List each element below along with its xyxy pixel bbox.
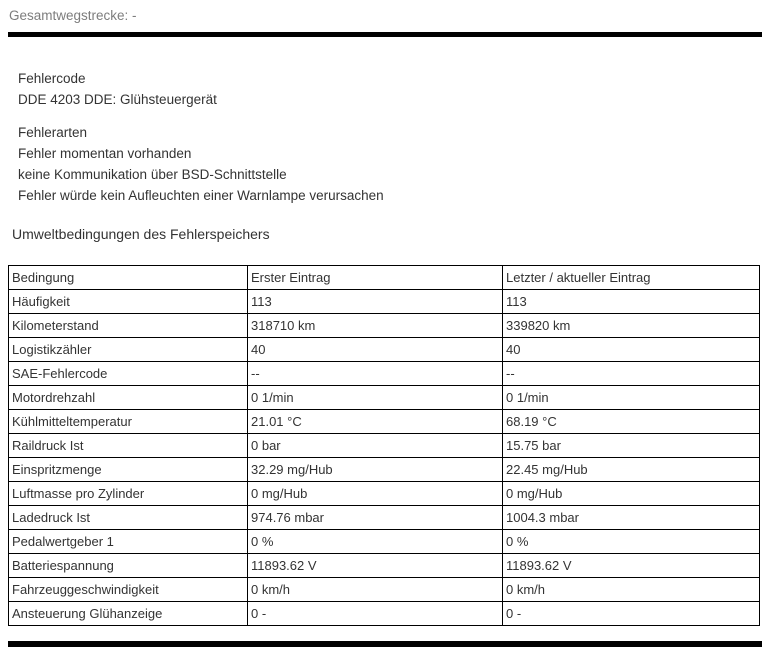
table-row: Fahrzeuggeschwindigkeit 0 km/h 0 km/h bbox=[8, 577, 760, 602]
table-row: Luftmasse pro Zylinder 0 mg/Hub 0 mg/Hub bbox=[8, 481, 760, 506]
table-header-row: Bedingung Erster Eintrag Letzter / aktue… bbox=[8, 265, 760, 290]
condition-name-cell: Kühlmitteltemperatur bbox=[8, 409, 248, 434]
table-row: Häufigkeit 113 113 bbox=[8, 289, 760, 314]
condition-name-cell: Motordrehzahl bbox=[8, 385, 248, 410]
table-row: Motordrehzahl 0 1/min 0 1/min bbox=[8, 385, 760, 410]
last-entry-cell: 0 1/min bbox=[502, 385, 760, 410]
condition-name-cell: SAE-Fehlercode bbox=[8, 361, 248, 386]
fault-code-section: Fehlercode DDE 4203 DDE: Glühsteuergerät bbox=[18, 68, 777, 110]
condition-name-cell: Ladedruck Ist bbox=[8, 505, 248, 530]
table-row: Kühlmitteltemperatur 21.01 °C 68.19 °C bbox=[8, 409, 760, 434]
table-row: Kilometerstand 318710 km 339820 km bbox=[8, 313, 760, 338]
first-entry-cell: 318710 km bbox=[247, 313, 503, 338]
first-entry-cell: 0 - bbox=[247, 601, 503, 626]
last-entry-cell: -- bbox=[502, 361, 760, 386]
condition-name-cell: Ansteuerung Glühanzeige bbox=[8, 601, 248, 626]
first-entry-cell: 0 bar bbox=[247, 433, 503, 458]
bottom-rule bbox=[8, 641, 762, 647]
condition-name-cell: Kilometerstand bbox=[8, 313, 248, 338]
last-entry-cell: 0 mg/Hub bbox=[502, 481, 760, 506]
last-entry-cell: 339820 km bbox=[502, 313, 760, 338]
conditions-table: Bedingung Erster Eintrag Letzter / aktue… bbox=[8, 265, 760, 626]
diagnostic-report-page: Gesamtwegstrecke: - Fehlercode DDE 4203 … bbox=[8, 8, 777, 647]
condition-name-cell: Raildruck Ist bbox=[8, 433, 248, 458]
conditions-table-body: Häufigkeit 113 113 Kilometerstand 318710 km 3… bbox=[8, 289, 760, 626]
condition-name-cell: Fahrzeuggeschwindigkeit bbox=[8, 577, 248, 602]
table-row: Ansteuerung Glühanzeige 0 -0 - bbox=[8, 601, 760, 626]
fault-type-item: keine Kommunikation über BSD-Schnittstel… bbox=[18, 167, 287, 182]
fault-types-section: Fehlerarten Fehler momentan vorhanden ke… bbox=[18, 122, 777, 206]
first-entry-cell: 0 1/min bbox=[247, 385, 503, 410]
first-entry-cell: 974.76 mbar bbox=[247, 505, 503, 530]
column-header-erster-eintrag: Erster Eintrag bbox=[247, 265, 503, 290]
condition-name-cell: Logistikzähler bbox=[8, 337, 248, 362]
table-row: SAE-Fehlercode -- -- bbox=[8, 361, 760, 386]
first-entry-cell: 113 bbox=[247, 289, 503, 314]
last-entry-cell: 113 bbox=[502, 289, 760, 314]
last-entry-cell: 0 km/h bbox=[502, 577, 760, 602]
last-entry-cell: 22.45 mg/Hub bbox=[502, 457, 760, 482]
first-entry-cell: 40 bbox=[247, 337, 503, 362]
column-header-letzter-eintrag: Letzter / aktueller Eintrag bbox=[502, 265, 760, 290]
condition-name-cell: Pedalwertgeber 1 bbox=[8, 529, 248, 554]
first-entry-cell: -- bbox=[247, 361, 503, 386]
table-row: Einspritzmenge 32.29 mg/Hub 22.45 mg/Hub bbox=[8, 457, 760, 482]
fault-code-heading: Fehlercode bbox=[18, 71, 86, 86]
first-entry-cell: 0 % bbox=[247, 529, 503, 554]
table-row: Batteriespannung 11893.62 V 11893.62 V bbox=[8, 553, 760, 578]
last-entry-cell: 68.19 °C bbox=[502, 409, 760, 434]
first-entry-cell: 21.01 °C bbox=[247, 409, 503, 434]
table-row: Raildruck Ist 0 bar 15.75 bar bbox=[8, 433, 760, 458]
last-entry-cell: 0 % bbox=[502, 529, 760, 554]
table-row: Ladedruck Ist 974.76 mbar 1004.3 mbar bbox=[8, 505, 760, 530]
first-entry-cell: 0 mg/Hub bbox=[247, 481, 503, 506]
first-entry-cell: 32.29 mg/Hub bbox=[247, 457, 503, 482]
fault-type-item: Fehler würde kein Aufleuchten einer Warn… bbox=[18, 188, 384, 203]
condition-name-cell: Häufigkeit bbox=[8, 289, 248, 314]
column-header-bedingung: Bedingung bbox=[8, 265, 248, 290]
condition-name-cell: Einspritzmenge bbox=[8, 457, 248, 482]
top-rule bbox=[8, 32, 762, 37]
last-entry-cell: 40 bbox=[502, 337, 760, 362]
last-entry-cell: 1004.3 mbar bbox=[502, 505, 760, 530]
fault-types-heading: Fehlerarten bbox=[18, 125, 88, 140]
last-entry-cell: 15.75 bar bbox=[502, 433, 760, 458]
last-entry-cell: 11893.62 V bbox=[502, 553, 760, 578]
fault-code-value: DDE 4203 DDE: Glühsteuergerät bbox=[18, 92, 217, 107]
fault-type-item: Fehler momentan vorhanden bbox=[18, 146, 192, 161]
last-entry-cell: 0 - bbox=[502, 601, 760, 626]
condition-name-cell: Batteriespannung bbox=[8, 553, 248, 578]
first-entry-cell: 0 km/h bbox=[247, 577, 503, 602]
total-distance-label: Gesamtwegstrecke: - bbox=[9, 8, 137, 23]
first-entry-cell: 11893.62 V bbox=[247, 553, 503, 578]
condition-name-cell: Luftmasse pro Zylinder bbox=[8, 481, 248, 506]
table-row: Logistikzähler 40 40 bbox=[8, 337, 760, 362]
conditions-heading: Umweltbedingungen des Fehlerspeichers bbox=[12, 226, 270, 242]
